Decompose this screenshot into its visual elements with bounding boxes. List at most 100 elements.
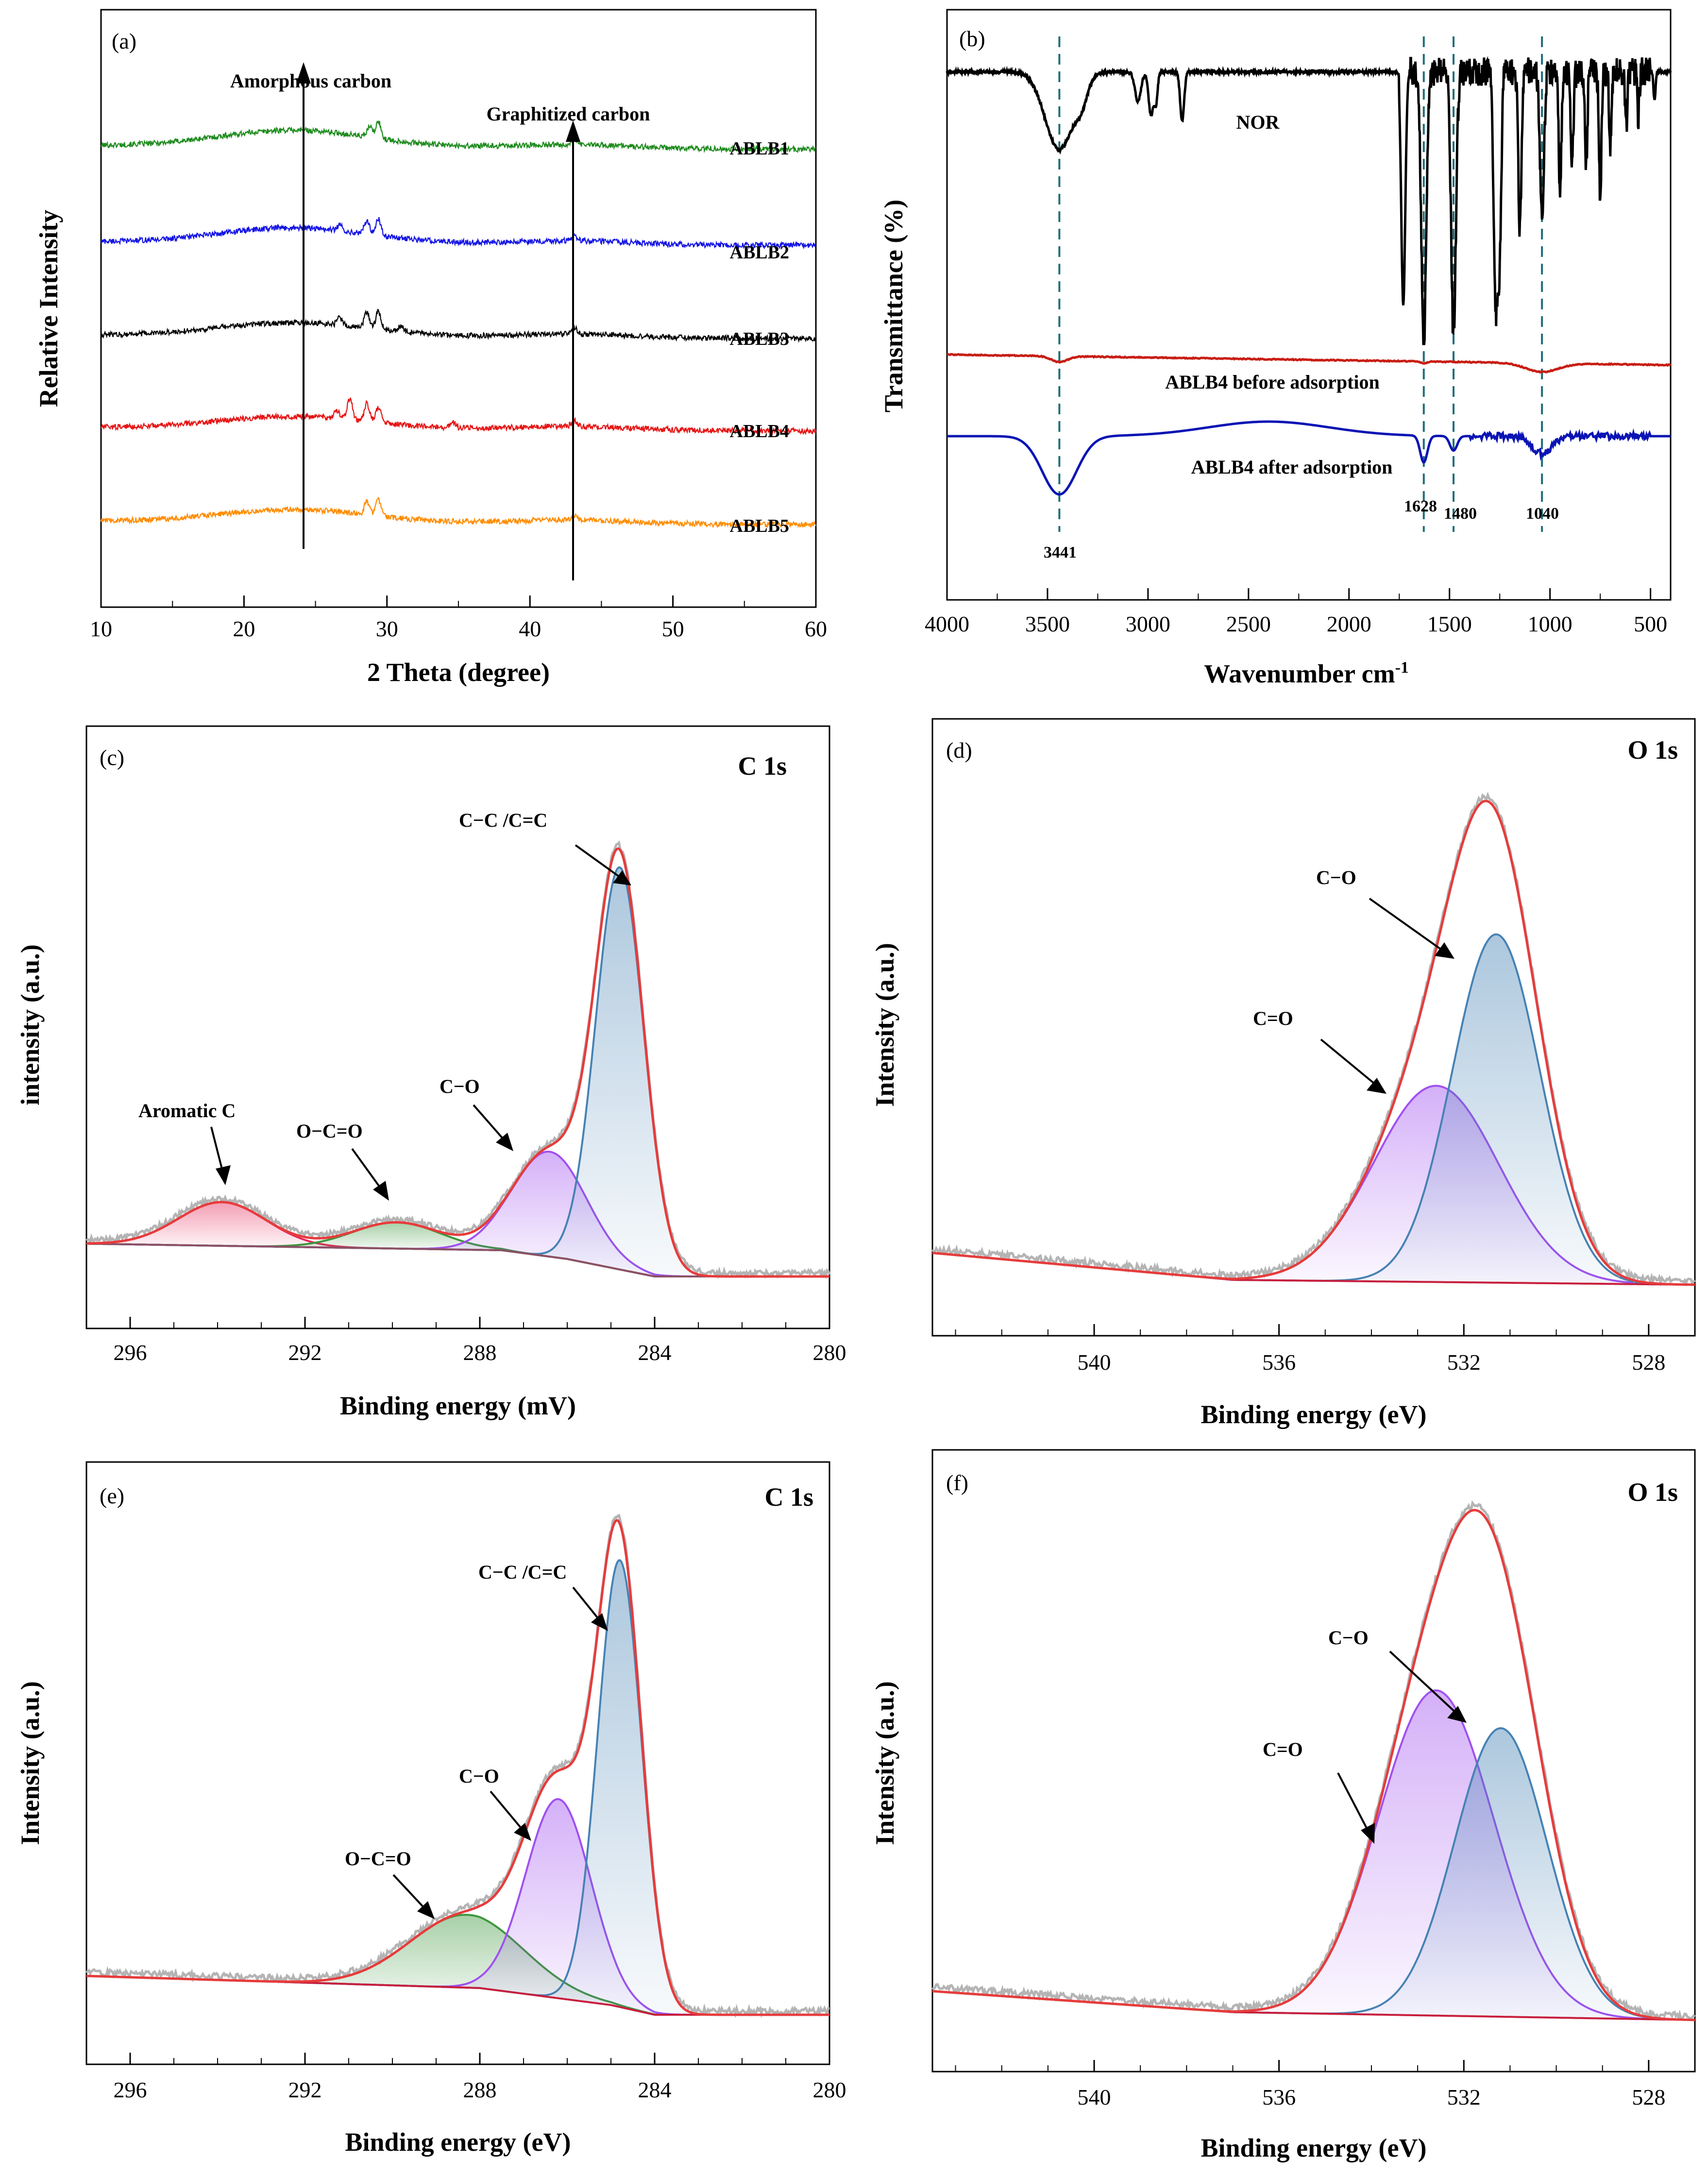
x-axis-title: Binding energy (eV) [1201, 2133, 1427, 2162]
arrowhead-cc [613, 870, 631, 885]
arrowhead-c-double-o [1367, 1078, 1387, 1094]
amorphous-carbon-arrowhead [296, 62, 311, 84]
x-tick-label: 1500 [1427, 612, 1472, 636]
envelope-fit-line [86, 1519, 829, 2016]
annotation-amorphous-carbon: Amorphous carbon [230, 70, 391, 92]
panel-label: (f) [946, 1470, 968, 1495]
x-tick-label: 10 [90, 616, 112, 641]
panel-f-xps-o1s: (f) O 1s 540 536 532 528 C−O C=O Binding en… [870, 1449, 1696, 2162]
xrd-series-ablb3 [101, 308, 817, 343]
x-tick-label: 50 [662, 616, 684, 641]
xrd-series-ablb2 [100, 217, 816, 250]
arrowhead-cc [591, 1613, 608, 1631]
envelope-fit-line [932, 1509, 1695, 2022]
x-axis-title: Wavenumber cm-1 [1204, 659, 1409, 688]
annotation-graphitized-carbon: Graphitized carbon [487, 103, 650, 125]
x-tick-label: 3000 [1126, 612, 1170, 636]
x-axis-title-text: Wavenumber cm [1204, 659, 1395, 688]
x-tick-label: 4000 [925, 612, 969, 636]
ftir-series-ablb4-before [947, 353, 1672, 374]
wavenumber-label-1628: 1628 [1404, 497, 1437, 515]
series-label-ablb5: ABLB5 [730, 516, 789, 536]
xrd-series-ablb5 [100, 496, 816, 529]
x-tick-label: 528 [1632, 1350, 1665, 1375]
chart-title: O 1s [1627, 735, 1678, 765]
label-ocoo: O−C=O [296, 1120, 363, 1142]
raw-data-line [931, 791, 1696, 1287]
chart-title: C 1s [764, 1482, 813, 1512]
x-tick-label: 536 [1262, 1350, 1296, 1375]
component-fill-0 [100, 1202, 344, 1248]
arrow-co [1369, 898, 1446, 953]
arrow-cc [572, 1586, 602, 1623]
label-c-double-o: C=O [1253, 1007, 1293, 1029]
component-fill-2 [543, 1560, 696, 2015]
plot-frame [931, 1449, 1696, 2073]
x-tick-label: 40 [519, 616, 541, 641]
raw-data-line [85, 1514, 830, 2019]
xrd-series-ablb1 [101, 120, 816, 153]
plot-frame [85, 725, 830, 1329]
x-tick-label: 528 [1632, 2085, 1665, 2109]
x-tick-label: 500 [1634, 612, 1667, 636]
x-tick-label: 292 [288, 2077, 322, 2102]
panel-label: (a) [112, 29, 136, 53]
plot-frame [931, 718, 1696, 1337]
x-tick-label: 30 [376, 616, 398, 641]
y-axis-title: Intensity (a.u.) [16, 1681, 45, 1845]
series-label-nor: NOR [1236, 111, 1280, 133]
component-fill-1 [1347, 934, 1647, 1284]
x-axis-title-superscript: -1 [1395, 659, 1409, 677]
arrow-c-double-o [1320, 1038, 1378, 1087]
label-c-double-o: C=O [1263, 1738, 1303, 1760]
label-co: C−O [1316, 867, 1356, 888]
label-cc: C−C /C=C [459, 809, 547, 831]
y-axis-title: intensity (a.u.) [16, 944, 45, 1106]
x-tick-label: 2000 [1327, 612, 1371, 636]
x-tick-label: 532 [1447, 2085, 1481, 2109]
x-tick-label: 288 [463, 1340, 497, 1365]
wavenumber-label-1480: 1480 [1444, 505, 1477, 523]
panel-d-xps-o1s: (d) O 1s 540 536 532 528 C−O C=O Binding en… [870, 718, 1696, 1429]
arrowhead-co [514, 1823, 531, 1841]
chart-title: C 1s [738, 751, 787, 781]
x-tick-label: 60 [805, 616, 827, 641]
x-tick-label: 20 [233, 616, 255, 641]
ftir-series-nor [946, 56, 1672, 345]
x-axis-title: Binding energy (eV) [345, 2127, 571, 2157]
arrowhead-co [1435, 942, 1454, 959]
series-label-ablb2: ABLB2 [730, 242, 789, 263]
y-axis-title: Intensity (a.u.) [870, 943, 899, 1107]
component-fill-1 [1347, 1728, 1656, 2020]
y-axis-title: Transmittance (%) [879, 200, 908, 412]
series-label-ablb1: ABLB1 [730, 138, 789, 159]
panel-label: (d) [946, 738, 972, 763]
label-aromatic-c: Aromatic C [138, 1100, 236, 1122]
x-tick-label: 284 [638, 1340, 672, 1365]
x-tick-label: 540 [1078, 2085, 1111, 2109]
series-label-ablb3: ABLB3 [730, 329, 789, 349]
panel-e-xps-c1s: (e) C 1s 296 292 288 284 280 C−C /C=C C−O O−… [16, 1461, 846, 2157]
x-tick-label: 280 [813, 1340, 846, 1365]
graphitized-carbon-arrowhead [566, 120, 580, 142]
x-tick-label: 540 [1078, 1350, 1111, 1375]
arrow-c-double-o [1337, 1772, 1370, 1834]
arrow-oco [392, 1874, 428, 1912]
arrowhead-oco [373, 1181, 389, 1201]
label-co: C−O [459, 1765, 499, 1787]
arrowhead-aromatic [216, 1165, 231, 1185]
wavenumber-label-3441: 3441 [1044, 544, 1077, 561]
y-axis-title: Intensity (a.u.) [870, 1681, 899, 1845]
x-tick-label: 536 [1262, 2085, 1296, 2109]
raw-data-line [85, 840, 831, 1279]
panel-label: (e) [100, 1483, 124, 1508]
panel-label: (c) [100, 745, 124, 770]
arrowhead-co [1447, 1706, 1467, 1723]
arrow-oco [351, 1148, 385, 1193]
x-tick-label: 3500 [1025, 612, 1070, 636]
wavenumber-label-1040: 1040 [1526, 505, 1559, 523]
arrow-co [473, 1104, 508, 1145]
x-tick-label: 284 [638, 2077, 672, 2102]
label-co: C−O [1328, 1627, 1369, 1649]
